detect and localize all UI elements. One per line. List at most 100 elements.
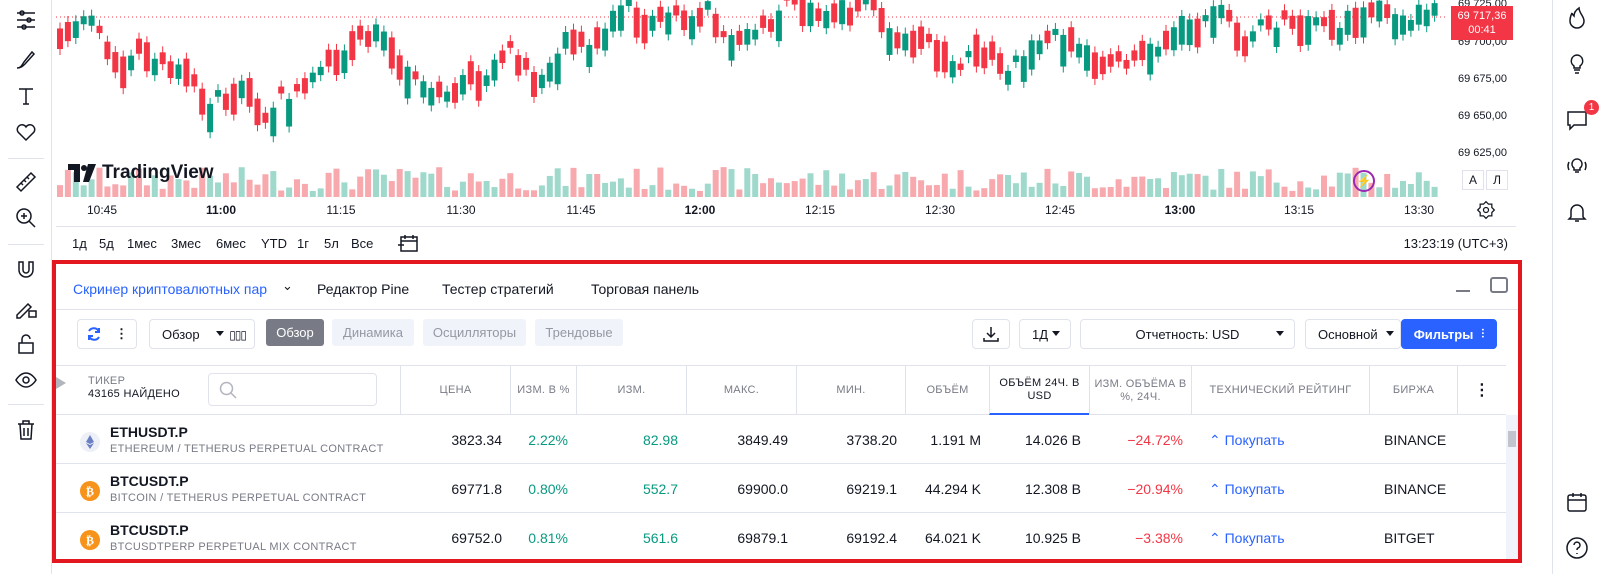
- candlestick-chart[interactable]: [56, 0, 1448, 197]
- column-change-pct[interactable]: ИЗМ. В %: [510, 366, 576, 415]
- candle-body: [957, 63, 964, 70]
- range-1d[interactable]: 1д: [72, 236, 87, 251]
- interval-select[interactable]: 1Д: [1019, 319, 1071, 349]
- maximize-icon[interactable]: [1490, 277, 1508, 293]
- price-chart[interactable]: [56, 0, 1448, 197]
- chevron-down-icon[interactable]: ⌄: [282, 278, 293, 293]
- calendar-icon[interactable]: [1563, 488, 1591, 516]
- volume-bar: [760, 183, 767, 197]
- column-technical-rating[interactable]: ТЕХНИЧЕСКИЙ РЕЙТИНГ: [1191, 366, 1369, 415]
- table-row[interactable]: ₿ BTCUSDT.P BTCUSDTPERP PERPETUAL MIX CONT…: [56, 513, 1506, 559]
- alert-bell-icon[interactable]: [1563, 198, 1591, 226]
- volume-bar: [230, 182, 237, 197]
- log-scale-button[interactable]: Л: [1486, 170, 1508, 190]
- candle-body: [191, 74, 198, 87]
- column-change[interactable]: ИЗМ.: [576, 366, 686, 415]
- column-settings-icon[interactable]: ⋮: [1457, 366, 1506, 415]
- range-ytd[interactable]: YTD: [261, 236, 287, 251]
- range-5d[interactable]: 5д: [99, 236, 114, 251]
- ticker-header[interactable]: ТИКЕР: [88, 375, 126, 387]
- idea-broadcast-icon[interactable]: [1563, 152, 1591, 180]
- cell-vol24: 12.308 B: [1024, 481, 1081, 497]
- flame-icon[interactable]: [1563, 4, 1591, 32]
- cell-rating[interactable]: ⌃ Покупать: [1209, 481, 1285, 497]
- screener-panel: Скринер криптовалютных пар ⌄ Редактор Pi…: [52, 260, 1522, 563]
- chip-performance[interactable]: Динамика: [332, 319, 414, 346]
- candle-body: [317, 66, 324, 76]
- lock-draw-icon[interactable]: [12, 294, 40, 322]
- volume-bar: [831, 185, 838, 197]
- magnet-icon[interactable]: [12, 256, 40, 284]
- download-button[interactable]: [972, 319, 1010, 349]
- crosshair-lines-icon[interactable]: [12, 6, 40, 34]
- column-low[interactable]: МИН.: [796, 366, 905, 415]
- range-1m[interactable]: 1мес: [127, 236, 157, 251]
- view-select[interactable]: Обзор ▯▯▯: [149, 319, 255, 349]
- more-icon[interactable]: ⋮: [115, 326, 128, 341]
- flag-icon[interactable]: [56, 377, 66, 389]
- columns-icon[interactable]: ▯▯▯: [229, 328, 247, 342]
- table-row[interactable]: ETHUSDT.P ETHEREUM / TETHERUS PERPETUAL C…: [56, 415, 1506, 464]
- chat-icon[interactable]: 1: [1563, 100, 1599, 134]
- chip-overview[interactable]: Обзор: [266, 319, 324, 346]
- time-axis[interactable]: 10:45 11:00 11:15 11:30 11:45 12:00 12:1…: [56, 197, 1516, 223]
- range-3m[interactable]: 3мес: [171, 236, 201, 251]
- clock[interactable]: 13:23:19 (UTC+3): [1403, 236, 1508, 251]
- time-label: 11:15: [326, 203, 356, 217]
- brush-icon[interactable]: [12, 46, 40, 74]
- text-tool-icon[interactable]: [12, 82, 40, 110]
- lightbulb-icon[interactable]: [1563, 50, 1591, 78]
- range-6m[interactable]: 6мес: [216, 236, 246, 251]
- column-exchange[interactable]: БИРЖА: [1369, 366, 1457, 415]
- candle-body: [380, 31, 387, 51]
- caret-down-icon: [1386, 331, 1394, 336]
- candle-body: [357, 25, 364, 40]
- volume-bar: [254, 184, 261, 197]
- chip-oscillators[interactable]: Осцилляторы: [423, 319, 526, 346]
- minimize-icon[interactable]: [1456, 290, 1470, 292]
- preset-select[interactable]: Основной: [1305, 319, 1401, 349]
- range-5y[interactable]: 5л: [324, 236, 339, 251]
- tab-crypto-screener[interactable]: Скринер криптовалютных пар: [73, 281, 268, 297]
- tab-strategy-tester[interactable]: Тестер стратегий: [442, 281, 554, 297]
- eye-icon[interactable]: [12, 366, 40, 394]
- table-scrollbar[interactable]: [1506, 415, 1518, 559]
- cell-rating[interactable]: ⌃ Покупать: [1209, 530, 1285, 546]
- unlock-icon[interactable]: [12, 330, 40, 358]
- currency-select[interactable]: Отчетность: USD: [1080, 319, 1295, 349]
- volume-bar: [712, 170, 719, 197]
- column-price[interactable]: ЦЕНА: [400, 366, 510, 415]
- zoom-in-icon[interactable]: [12, 204, 40, 232]
- auto-scale-button[interactable]: A: [1462, 170, 1484, 190]
- scrollbar-thumb[interactable]: [1508, 431, 1516, 447]
- heart-icon[interactable]: [12, 118, 40, 146]
- go-to-date-icon[interactable]: [398, 233, 420, 253]
- chip-trend[interactable]: Трендовые: [535, 319, 623, 346]
- candle-body: [807, 2, 814, 27]
- ticker-symbol[interactable]: BTCUSDT.P: [110, 473, 189, 489]
- column-volume[interactable]: ОБЪЁМ: [905, 366, 989, 415]
- flash-icon[interactable]: ⚡: [1353, 170, 1375, 192]
- column-high[interactable]: МАКС.: [686, 366, 796, 415]
- filters-button[interactable]: Фильтры ⫶: [1401, 319, 1497, 349]
- ticker-symbol[interactable]: BTCUSDT.P: [110, 522, 189, 538]
- trash-icon[interactable]: [12, 416, 40, 444]
- column-volume-24h[interactable]: ОБЪЁМ 24Ч. В USD: [989, 366, 1089, 415]
- range-all[interactable]: Все: [351, 236, 374, 251]
- tab-trading-panel[interactable]: Торговая панель: [591, 281, 700, 297]
- volume-bar: [80, 185, 87, 197]
- ruler-icon[interactable]: [12, 168, 40, 196]
- refresh-button[interactable]: ⋮: [77, 319, 137, 349]
- candle-body: [136, 38, 142, 54]
- settings-gear-icon[interactable]: [1476, 200, 1496, 220]
- cell-rating[interactable]: ⌃ Покупать: [1209, 432, 1285, 448]
- tab-pine-editor[interactable]: Редактор Pine: [317, 281, 410, 297]
- ticker-search-input[interactable]: [208, 373, 377, 406]
- table-row[interactable]: ₿ BTCUSDT.P BITCOIN / TETHERUS PERPETUAL C…: [56, 464, 1506, 513]
- range-1y[interactable]: 1г: [297, 236, 309, 251]
- column-volume-change[interactable]: ИЗМ. ОБЪЁМА В %, 24Ч.: [1089, 366, 1191, 415]
- ticker-symbol[interactable]: ETHUSDT.P: [110, 424, 188, 440]
- volume-bar: [270, 171, 277, 197]
- volume-bar: [807, 173, 814, 197]
- help-icon[interactable]: [1563, 534, 1591, 562]
